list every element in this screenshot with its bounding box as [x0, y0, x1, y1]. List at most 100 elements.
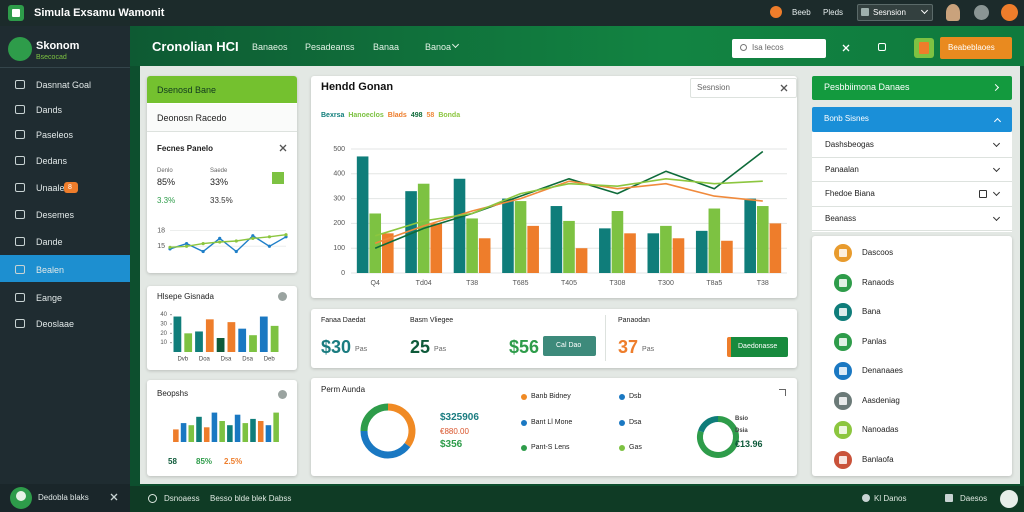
footer-text: Daesos — [960, 494, 988, 503]
x-tick-label: Dsa — [221, 357, 232, 363]
bar — [234, 414, 241, 442]
donut-segment — [698, 416, 719, 433]
accordion-title: Pesbbiimona Danaes — [824, 82, 910, 92]
menu-item[interactable]: Deoslaae — [36, 319, 75, 329]
bar — [257, 421, 264, 442]
menu-item[interactable]: Eange — [36, 293, 63, 303]
y-tick-label: 30 — [160, 322, 167, 328]
list-icon-inner — [839, 426, 847, 434]
menu-item[interactable]: Bealen — [36, 265, 65, 275]
kpi-divider — [605, 315, 606, 361]
line-point — [184, 244, 189, 248]
header-button[interactable] — [940, 37, 1012, 59]
menu-icon — [15, 105, 25, 114]
bar-footer-label: 58 — [168, 457, 177, 466]
kpi-button[interactable] — [543, 336, 596, 356]
bar — [527, 225, 539, 273]
x-tick-label: Deb — [264, 357, 276, 363]
list-icon-inner — [839, 249, 847, 257]
footer-avatar — [1000, 490, 1018, 508]
active-item-bg — [0, 255, 130, 282]
accordion-header[interactable] — [812, 107, 1012, 132]
search-placeholder: Isa lecos — [752, 43, 784, 52]
nav-link[interactable]: Pesadeanss — [305, 42, 355, 52]
menu-item[interactable]: Dedans — [36, 156, 68, 166]
legend-dot — [619, 420, 625, 426]
panel-header — [147, 76, 297, 103]
legend-value: Gas — [629, 444, 642, 451]
bar — [695, 230, 708, 273]
legend-entry: 498 — [410, 112, 423, 119]
menu-item[interactable]: Desemes — [36, 210, 75, 220]
brand-subtitle: Bsecocad — [36, 54, 67, 61]
menu-icon — [15, 183, 25, 192]
line-point — [234, 239, 238, 243]
bar — [502, 198, 514, 273]
donut-stat: €880.00 — [440, 427, 469, 436]
session-select — [857, 4, 933, 21]
line-point — [218, 236, 222, 240]
section-title: Fecnes Panelo — [157, 144, 214, 153]
kpi-value: $30 — [321, 337, 352, 357]
menu-item[interactable]: Unaale — [36, 183, 65, 193]
bar — [265, 425, 272, 442]
close-stroke — [110, 493, 118, 501]
donut-segment — [387, 403, 416, 448]
bar — [660, 225, 672, 273]
y-tick-label: 18 — [157, 227, 165, 234]
list-row[interactable] — [812, 133, 1012, 158]
search-box[interactable] — [732, 39, 826, 58]
footer-icon — [862, 494, 870, 502]
nav-link[interactable]: Banoa — [425, 42, 452, 52]
kpi-value: 25 — [410, 337, 431, 357]
list-row[interactable] — [812, 206, 1012, 231]
sidebar-divider — [0, 67, 130, 68]
legend-dot — [521, 394, 527, 400]
stat-small: 3.3% — [157, 196, 176, 205]
menu-item[interactable]: Dands — [36, 105, 63, 115]
badge-text: 8 — [68, 184, 72, 191]
menu-item[interactable]: Dande — [36, 237, 63, 247]
bar — [721, 240, 733, 273]
label: Simula Exsamu Wamonit — [34, 7, 165, 19]
kpi-label: Fanaa Daedat — [321, 317, 366, 324]
nav-link[interactable]: Banaa — [373, 42, 400, 52]
kpi-button[interactable] — [727, 337, 788, 357]
user-name: Dedobla blaks — [38, 493, 89, 502]
legend-entry: Bexrsa — [321, 112, 345, 119]
close-stroke — [842, 44, 850, 52]
footer-text: Dsnoaess — [164, 494, 200, 503]
bar — [259, 316, 268, 352]
panel-subheader-text: Deonosn Racedo — [157, 113, 227, 123]
footer-icon — [945, 494, 953, 502]
select-icon — [861, 8, 869, 16]
expand-icon — [779, 389, 786, 396]
bar — [647, 233, 660, 273]
notification-icon — [770, 6, 782, 18]
menu-item[interactable]: Paseleos — [36, 130, 74, 140]
y-tick-label: 400 — [333, 171, 345, 178]
x-tick-label: Dvb — [177, 357, 188, 363]
donut-side-label: Dsia — [735, 428, 748, 434]
bar — [405, 191, 417, 273]
bar — [238, 328, 247, 352]
line-point — [201, 242, 205, 246]
list-icon-inner — [839, 455, 847, 464]
menu-icon — [15, 156, 25, 165]
nav-link[interactable]: Banaeos — [252, 42, 288, 52]
menu-item[interactable]: Dasnnat Goal — [36, 80, 92, 90]
line-point — [201, 249, 205, 254]
bar-footer-label: 85% — [196, 457, 213, 466]
list-row[interactable] — [812, 182, 1012, 207]
list-row[interactable] — [812, 157, 1012, 182]
panel-search[interactable] — [690, 78, 797, 98]
list-item: Panlas — [862, 336, 887, 346]
menu-icon — [15, 237, 25, 246]
panel-title: Hlsepe Gisnada — [157, 292, 214, 301]
line-point — [267, 235, 272, 239]
accordion-header[interactable] — [812, 76, 1012, 100]
settings-icon — [974, 5, 989, 20]
button-text: Beabeblaoes — [948, 43, 995, 52]
x-tick-label: T38 — [757, 280, 769, 287]
